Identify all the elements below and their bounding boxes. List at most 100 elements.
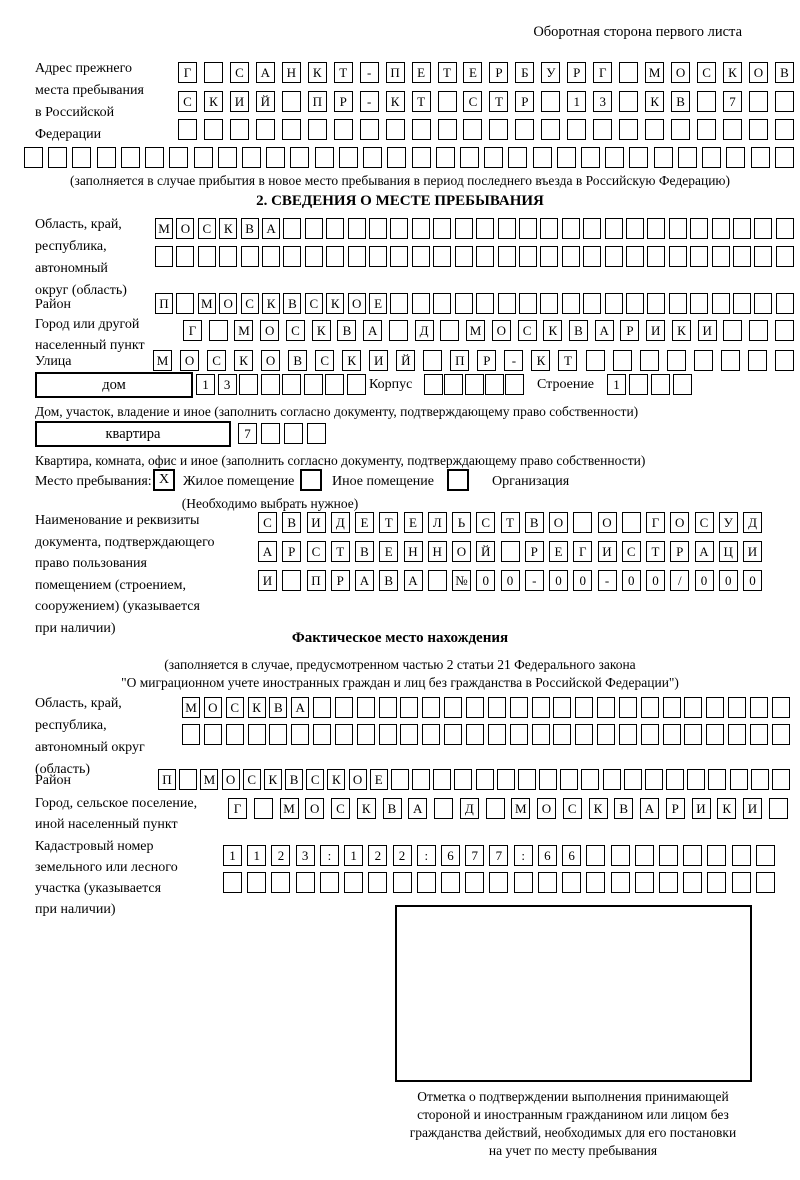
char-cell[interactable] <box>605 147 625 168</box>
char-cell[interactable] <box>444 374 464 395</box>
char-cell[interactable] <box>668 246 687 267</box>
char-cell[interactable]: М <box>153 350 172 371</box>
char-cell[interactable] <box>307 423 326 444</box>
char-cell[interactable] <box>282 374 302 395</box>
char-cell[interactable]: П <box>450 350 470 371</box>
char-cell[interactable]: 3 <box>295 845 315 866</box>
char-cell[interactable] <box>240 246 259 267</box>
char-cell[interactable]: - <box>504 350 524 371</box>
char-cell[interactable]: О <box>219 293 238 314</box>
char-cell[interactable] <box>334 697 353 718</box>
char-cell[interactable]: В <box>282 512 302 533</box>
char-cell[interactable]: Р <box>620 320 640 341</box>
char-cell[interactable] <box>326 218 345 239</box>
char-cell[interactable]: В <box>524 512 544 533</box>
char-cell[interactable]: К <box>543 320 563 341</box>
char-cell[interactable] <box>662 697 681 718</box>
char-cell[interactable] <box>203 62 223 83</box>
char-cell[interactable]: Е <box>369 769 388 790</box>
char-cell[interactable]: С <box>285 320 305 341</box>
char-cell[interactable]: К <box>234 350 254 371</box>
char-cell[interactable] <box>666 350 686 371</box>
char-cell[interactable] <box>540 218 559 239</box>
char-cell[interactable]: 3 <box>593 91 613 112</box>
char-cell[interactable] <box>774 119 794 140</box>
char-cell[interactable]: Т <box>333 62 353 83</box>
char-cell[interactable] <box>411 246 430 267</box>
char-cell[interactable]: А <box>255 62 275 83</box>
char-cell[interactable] <box>509 697 528 718</box>
char-cell[interactable]: О <box>597 512 617 533</box>
char-cell[interactable] <box>747 350 767 371</box>
char-cell[interactable]: В <box>283 293 302 314</box>
char-cell[interactable] <box>390 293 409 314</box>
char-cell[interactable] <box>604 293 623 314</box>
char-cell[interactable] <box>560 769 579 790</box>
char-cell[interactable] <box>612 350 632 371</box>
char-cell[interactable]: Д <box>743 512 762 533</box>
char-cell[interactable] <box>182 724 200 745</box>
char-cell[interactable] <box>412 769 431 790</box>
char-cell[interactable] <box>208 320 228 341</box>
char-cell[interactable] <box>732 293 751 314</box>
char-cell[interactable]: Е <box>463 62 483 83</box>
char-cell[interactable] <box>771 697 790 718</box>
char-cell[interactable] <box>748 119 768 140</box>
char-cell[interactable] <box>411 218 430 239</box>
char-cell[interactable]: А <box>262 218 281 239</box>
char-cell[interactable]: О <box>452 541 471 562</box>
char-cell[interactable] <box>241 147 261 168</box>
char-cell[interactable]: А <box>363 320 383 341</box>
char-cell[interactable]: Р <box>665 798 685 819</box>
char-cell[interactable] <box>497 293 516 314</box>
char-cell[interactable] <box>435 147 455 168</box>
char-cell[interactable] <box>583 293 602 314</box>
char-cell[interactable] <box>416 872 436 893</box>
char-cell[interactable] <box>484 147 504 168</box>
char-cell[interactable]: В <box>355 541 374 562</box>
char-cell[interactable]: П <box>155 293 173 314</box>
char-cell[interactable] <box>427 570 447 591</box>
char-cell[interactable] <box>658 845 678 866</box>
char-cell[interactable]: Р <box>477 350 497 371</box>
char-cell[interactable] <box>634 845 654 866</box>
char-cell[interactable] <box>775 293 794 314</box>
char-cell[interactable]: С <box>694 512 714 533</box>
char-cell[interactable] <box>575 697 594 718</box>
char-cell[interactable] <box>303 374 323 395</box>
char-cell[interactable] <box>497 218 516 239</box>
char-cell[interactable]: Н <box>427 541 447 562</box>
char-cell[interactable] <box>247 724 266 745</box>
char-cell[interactable] <box>424 374 443 395</box>
char-cell[interactable] <box>755 845 775 866</box>
char-cell[interactable]: Е <box>369 293 388 314</box>
char-cell[interactable] <box>290 147 310 168</box>
char-cell[interactable]: А <box>291 697 310 718</box>
char-cell[interactable] <box>556 147 576 168</box>
char-cell[interactable]: О <box>537 798 556 819</box>
char-cell[interactable] <box>697 91 717 112</box>
char-cell[interactable]: 1 <box>567 91 587 112</box>
char-cell[interactable] <box>485 798 505 819</box>
char-cell[interactable]: С <box>315 350 335 371</box>
char-cell[interactable] <box>553 697 572 718</box>
char-cell[interactable] <box>597 724 616 745</box>
char-cell[interactable]: П <box>385 62 405 83</box>
char-cell[interactable]: К <box>247 697 266 718</box>
char-cell[interactable]: В <box>288 350 308 371</box>
char-cell[interactable]: М <box>197 293 216 314</box>
char-cell[interactable]: С <box>258 512 277 533</box>
char-cell[interactable] <box>771 724 790 745</box>
char-cell[interactable] <box>750 769 769 790</box>
char-cell[interactable] <box>553 724 572 745</box>
char-cell[interactable] <box>385 119 405 140</box>
char-cell[interactable]: Н <box>281 62 301 83</box>
char-cell[interactable] <box>295 872 315 893</box>
char-cell[interactable] <box>619 62 639 83</box>
char-cell[interactable]: В <box>269 697 288 718</box>
char-cell[interactable] <box>269 724 288 745</box>
char-cell[interactable]: Р <box>333 91 353 112</box>
char-cell[interactable] <box>640 697 659 718</box>
char-cell[interactable] <box>392 872 412 893</box>
char-cell[interactable] <box>673 374 692 395</box>
